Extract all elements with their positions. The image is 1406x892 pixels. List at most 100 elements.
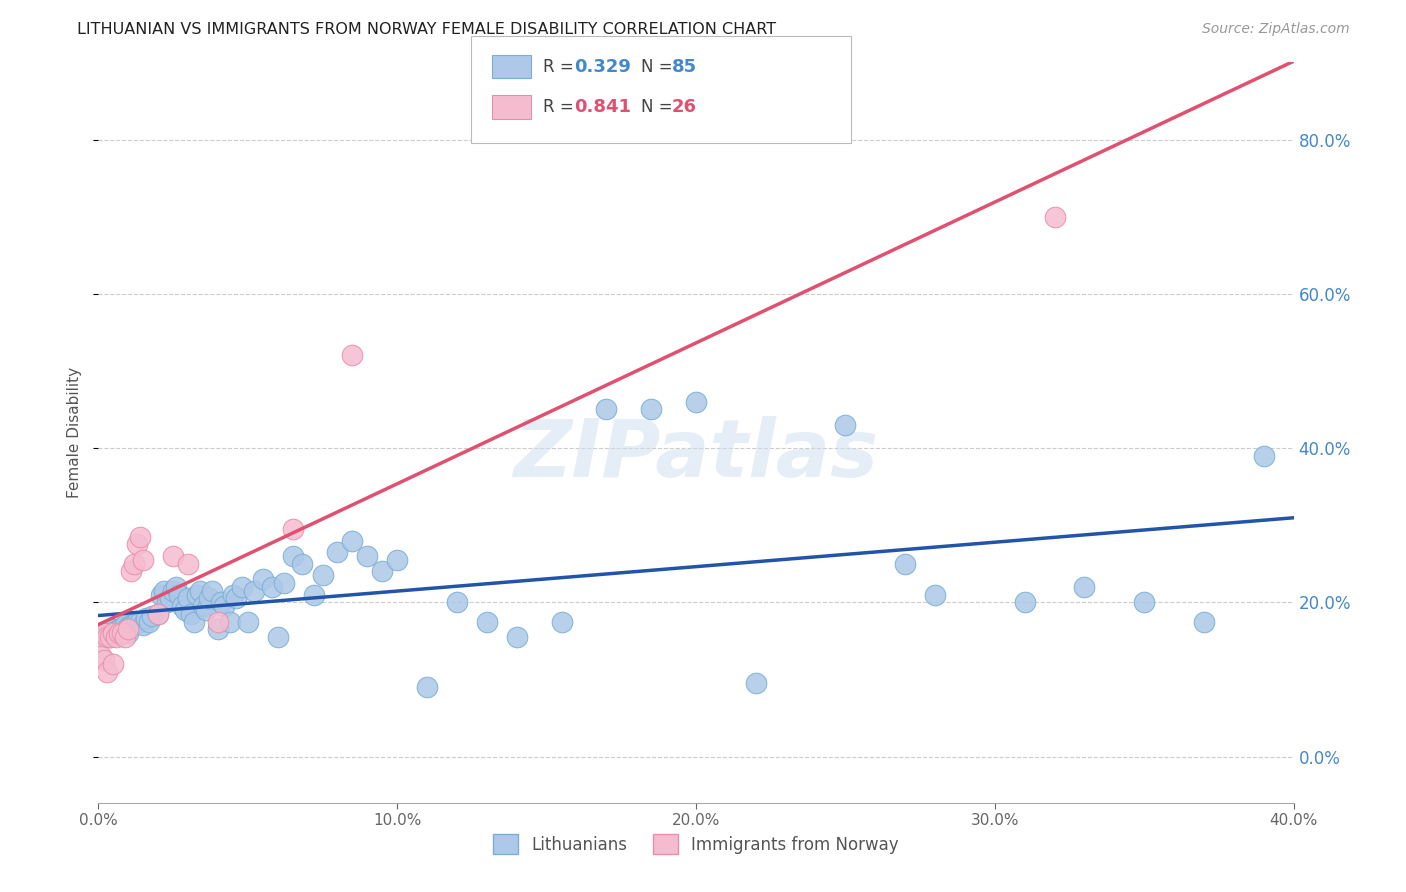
Point (111, 626, 134, 640)
Point (138, 615, 160, 629)
Point (243, 583, 266, 598)
Point (207, 615, 229, 629)
Y-axis label: Female Disability: Female Disability (67, 367, 83, 499)
Text: 26: 26 (672, 98, 697, 116)
Text: R =: R = (543, 98, 579, 116)
Point (93, 624, 115, 639)
Point (1014, 595, 1036, 609)
Point (120, 618, 142, 632)
Point (188, 583, 211, 598)
Legend: Lithuanians, Immigrants from Norway: Lithuanians, Immigrants from Norway (486, 828, 905, 861)
Point (281, 549, 304, 563)
Point (132, 553, 155, 567)
Point (93, 628, 115, 642)
Text: Source: ZipAtlas.com: Source: ZipAtlas.com (1202, 22, 1350, 37)
Point (209, 595, 232, 609)
Point (93, 626, 115, 640)
Point (212, 599, 235, 614)
Point (177, 557, 200, 571)
Point (108, 622, 131, 636)
Point (342, 349, 364, 363)
Point (153, 583, 176, 598)
Point (90, 630, 112, 644)
Point (326, 545, 349, 559)
Text: ZIPatlas: ZIPatlas (513, 416, 879, 494)
Point (96, 624, 118, 638)
Point (260, 580, 283, 594)
Point (150, 588, 173, 602)
Point (291, 557, 314, 571)
Point (103, 622, 125, 636)
Point (124, 557, 146, 571)
Point (108, 628, 131, 642)
Point (103, 628, 125, 642)
Point (111, 620, 134, 634)
Point (156, 595, 179, 609)
Point (311, 568, 333, 582)
Point (231, 580, 253, 594)
Point (132, 618, 155, 632)
Point (416, 680, 439, 694)
Point (834, 417, 856, 432)
Point (129, 530, 152, 544)
Point (1043, 210, 1066, 224)
Point (222, 588, 245, 602)
Point (894, 557, 917, 571)
Point (302, 588, 325, 602)
Point (105, 628, 128, 642)
Point (595, 402, 617, 417)
Point (191, 599, 214, 614)
Point (98, 630, 122, 644)
Point (127, 615, 149, 629)
Text: N =: N = (641, 58, 678, 76)
Point (162, 583, 184, 598)
Point (385, 553, 409, 567)
Point (129, 615, 152, 629)
Point (177, 591, 200, 606)
Point (475, 615, 498, 629)
Point (225, 591, 247, 606)
Point (924, 588, 946, 602)
Point (93, 653, 115, 667)
Text: 85: 85 (672, 58, 697, 76)
Point (252, 572, 274, 586)
Point (356, 549, 378, 563)
Point (640, 402, 662, 417)
Point (550, 615, 572, 629)
Point (148, 607, 170, 621)
Point (342, 533, 364, 548)
Point (180, 607, 202, 621)
Point (114, 630, 136, 644)
Point (90, 649, 112, 664)
Point (162, 549, 184, 563)
Point (236, 615, 259, 629)
Point (207, 622, 229, 636)
Point (201, 583, 224, 598)
Point (117, 626, 139, 640)
Point (1192, 615, 1215, 629)
Point (98, 622, 122, 636)
Point (98, 630, 122, 644)
Point (127, 537, 149, 551)
Point (103, 626, 125, 640)
Point (103, 657, 125, 671)
Point (186, 588, 208, 602)
Point (148, 607, 170, 621)
Point (117, 622, 139, 636)
Point (105, 630, 128, 644)
Point (685, 394, 707, 409)
Point (1073, 580, 1095, 594)
Point (108, 626, 131, 640)
Text: LITHUANIAN VS IMMIGRANTS FROM NORWAY FEMALE DISABILITY CORRELATION CHART: LITHUANIAN VS IMMIGRANTS FROM NORWAY FEM… (77, 22, 776, 37)
Point (120, 565, 142, 579)
Point (141, 609, 163, 624)
Point (745, 676, 768, 690)
Point (111, 626, 134, 640)
Point (281, 522, 304, 536)
Point (219, 615, 242, 629)
Text: R =: R = (543, 58, 579, 76)
Point (159, 591, 181, 606)
Point (195, 603, 218, 617)
Point (1253, 449, 1275, 463)
Point (96, 628, 118, 642)
